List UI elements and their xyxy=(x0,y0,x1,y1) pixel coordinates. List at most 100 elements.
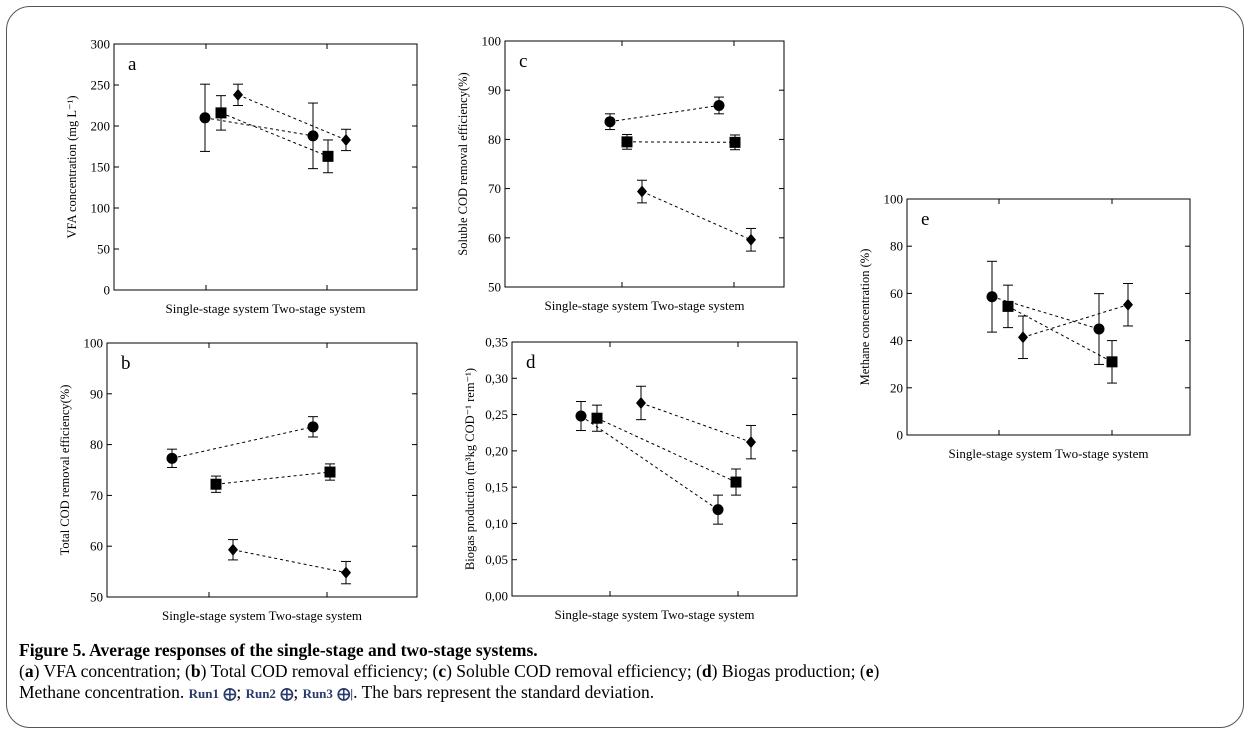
panel-a-series-1-line xyxy=(204,117,314,137)
panel-b-series-2-point-1 xyxy=(324,466,336,478)
panel-c-ytick-label-0: 50 xyxy=(488,280,501,295)
panel-e-category-labels: Single-stage system Two-stage system xyxy=(949,446,1149,461)
caption-line2-segment-9: e xyxy=(865,661,874,681)
panel-d-series-3-point-0 xyxy=(636,396,646,409)
panel-b-ytick-label-5: 100 xyxy=(84,336,104,351)
panel-e-series-3-point-1 xyxy=(1123,298,1133,311)
panel-d-ytick-label-0: 0,00 xyxy=(485,589,508,604)
panel-d-series-1-point-1 xyxy=(712,504,724,516)
panel-c-series-1-point-1 xyxy=(713,99,725,111)
panel-c-series-2-point-1 xyxy=(729,136,741,148)
caption-line2-segment-0: ( xyxy=(19,661,25,681)
caption-line2-segment-8: ) Biogas production; ( xyxy=(711,661,866,681)
panel-c-ytick-label-3: 80 xyxy=(488,132,501,147)
panel-a-axes-box xyxy=(113,43,418,291)
panel-e-ytick-label-1: 20 xyxy=(890,380,903,395)
panel-c-ytick-label-5: 100 xyxy=(482,34,502,49)
panel-b-axes-box xyxy=(106,342,418,598)
panel-e-ytick-label-5: 100 xyxy=(884,192,904,207)
panel-a-ytick-label-6: 300 xyxy=(91,37,111,52)
legend-run2-marker-icon: ⨁ xyxy=(280,686,294,701)
caption-line2-segment-7: d xyxy=(701,661,712,681)
panel-e-ytick-label-4: 80 xyxy=(890,239,903,254)
panel-b-series-1-line xyxy=(171,426,314,459)
panel-c-series-3-line xyxy=(641,191,752,241)
caption-title: Figure 5. Average responses of the singl… xyxy=(19,640,538,660)
caption-line2-segment-6: ) Soluble COD removal efficiency; ( xyxy=(446,661,702,681)
panel-a-series-3-point-1 xyxy=(341,133,351,146)
caption-line-3: Methane concentration. Run1 ⨁; Run2 ⨁; R… xyxy=(19,682,1234,704)
panel-e-series-2-point-1 xyxy=(1106,356,1118,368)
panel-c-series-3-point-1 xyxy=(746,233,756,246)
panel-d-ytick-label-5: 0,25 xyxy=(485,407,508,422)
panel-c-series-1-line xyxy=(609,104,720,123)
panel-a-y-axis-label: VFA concentration (mg L⁻¹) xyxy=(65,95,79,238)
panel-b-series-3-line xyxy=(232,549,347,574)
panel-e-letter: e xyxy=(921,209,929,230)
legend-sep-1: ; xyxy=(236,682,242,702)
panel-d-series-3-point-1 xyxy=(746,436,756,449)
caption-line2-segment-4: ) Total COD removal efficiency; ( xyxy=(200,661,439,681)
panel-a-series-1-point-1 xyxy=(307,130,319,142)
panel-d-ytick-label-3: 0,15 xyxy=(485,480,508,495)
panel-d-letter: d xyxy=(526,352,536,373)
panel-c-series-1-point-0 xyxy=(604,116,616,128)
panel-d-series-2-point-1 xyxy=(730,476,742,488)
panel-a-series-1-point-0 xyxy=(199,112,211,124)
panel-c-series-3-point-0 xyxy=(637,185,647,198)
figure-frame xyxy=(6,6,1244,728)
panel-e-ytick-label-0: 0 xyxy=(897,428,904,443)
panel-c-series-2-point-0 xyxy=(621,136,633,148)
caption-line2-segment-5: c xyxy=(438,661,447,681)
panel-c-y-axis-label: Soluble COD removal efficiency(%) xyxy=(456,72,470,255)
caption-line2-segment-1: a xyxy=(24,661,34,681)
panel-d-ytick-label-1: 0,05 xyxy=(485,552,508,567)
panel-c-axes-box xyxy=(504,40,785,288)
panel-e-series-3-point-0 xyxy=(1018,331,1028,344)
panel-e-ytick-label-3: 60 xyxy=(890,286,903,301)
panel-c-ytick-label-2: 70 xyxy=(488,181,501,196)
panel-c-ytick-label-1: 60 xyxy=(488,230,501,245)
legend-run3-label: Run3 xyxy=(302,686,333,701)
panel-e-ytick-label-2: 40 xyxy=(890,333,903,348)
panel-b-ytick-label-4: 90 xyxy=(90,386,103,401)
panel-e-series-1-point-0 xyxy=(986,291,998,303)
panel-d-ytick-label-4: 0,20 xyxy=(485,443,508,458)
panel-e-y-axis-label: Methane concentration (%) xyxy=(858,249,872,386)
caption-line-2: (a) VFA concentration; (b) Total COD rem… xyxy=(19,661,1234,682)
panel-b-series-3-point-0 xyxy=(228,543,238,556)
figure-caption: Figure 5. Average responses of the singl… xyxy=(19,640,1234,704)
panel-a-series-3-point-0 xyxy=(233,88,243,101)
panel-a-ytick-label-2: 100 xyxy=(91,201,111,216)
panel-c-category-labels: Single-stage system Two-stage system xyxy=(545,298,745,313)
panel-e-series-3-line xyxy=(1022,304,1129,338)
panel-b-letter: b xyxy=(121,353,131,374)
panel-a-letter: a xyxy=(128,54,137,75)
panel-d-ytick-label-7: 0,35 xyxy=(485,335,508,350)
panel-b-ytick-label-3: 80 xyxy=(90,437,103,452)
panel-b-series-2-point-0 xyxy=(210,478,222,490)
panel-b-series-3-point-1 xyxy=(341,566,351,579)
panel-a-ytick-label-5: 250 xyxy=(91,78,111,93)
panel-c-letter: c xyxy=(519,51,527,72)
caption-line2-segment-10: ) xyxy=(873,661,880,681)
panel-e-axes-box xyxy=(906,198,1191,436)
panel-e-series-1-point-1 xyxy=(1093,323,1105,335)
legend-sep-2: ; xyxy=(293,682,299,702)
caption-line2-segment-2: ) VFA concentration; ( xyxy=(33,661,191,681)
panel-a-series-3-line xyxy=(237,94,347,141)
panel-d-axes-box xyxy=(511,341,798,597)
panel-a-series-2-point-1 xyxy=(322,150,334,162)
legend-run2-label: Run2 xyxy=(245,686,276,701)
panel-d-ytick-label-6: 0,30 xyxy=(485,371,508,386)
panel-d-category-labels: Single-stage system Two-stage system xyxy=(555,607,755,622)
panel-b-ytick-label-0: 50 xyxy=(90,590,103,605)
panel-d-series-1-line xyxy=(580,415,719,511)
panel-d-series-2-point-0 xyxy=(591,412,603,424)
panel-b-ytick-label-2: 70 xyxy=(90,488,103,503)
panel-b-ytick-label-1: 60 xyxy=(90,539,103,554)
panel-d-ytick-label-2: 0,10 xyxy=(485,516,508,531)
legend-run1-label: Run1 xyxy=(188,686,219,701)
panel-b-series-2-line xyxy=(215,471,331,485)
